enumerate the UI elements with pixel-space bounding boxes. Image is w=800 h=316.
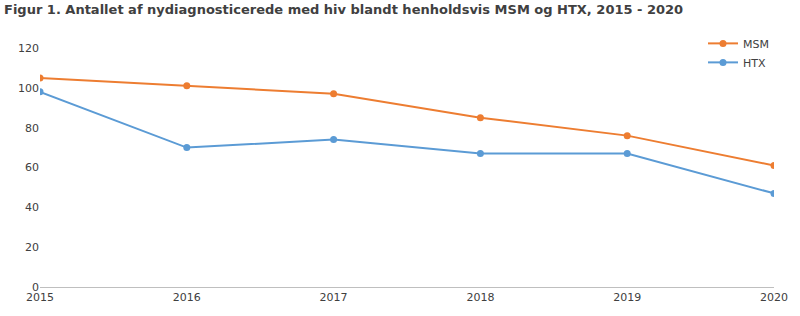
svg-text:20: 20: [25, 241, 39, 254]
svg-text:HTX: HTX: [743, 57, 766, 70]
svg-text:Figur 1. Antallet af nydiagnos: Figur 1. Antallet af nydiagnosticerede m…: [4, 2, 683, 17]
svg-text:MSM: MSM: [743, 38, 769, 51]
svg-text:2018: 2018: [466, 291, 494, 304]
svg-text:2016: 2016: [173, 291, 201, 304]
svg-text:2019: 2019: [613, 291, 641, 304]
svg-text:0: 0: [32, 281, 39, 294]
svg-text:80: 80: [25, 122, 39, 135]
svg-text:40: 40: [25, 201, 39, 214]
svg-text:2020: 2020: [760, 291, 788, 304]
svg-text:2015: 2015: [26, 291, 54, 304]
svg-text:2017: 2017: [320, 291, 348, 304]
svg-text:60: 60: [25, 161, 39, 174]
svg-text:120: 120: [18, 42, 39, 55]
svg-text:100: 100: [18, 82, 39, 95]
